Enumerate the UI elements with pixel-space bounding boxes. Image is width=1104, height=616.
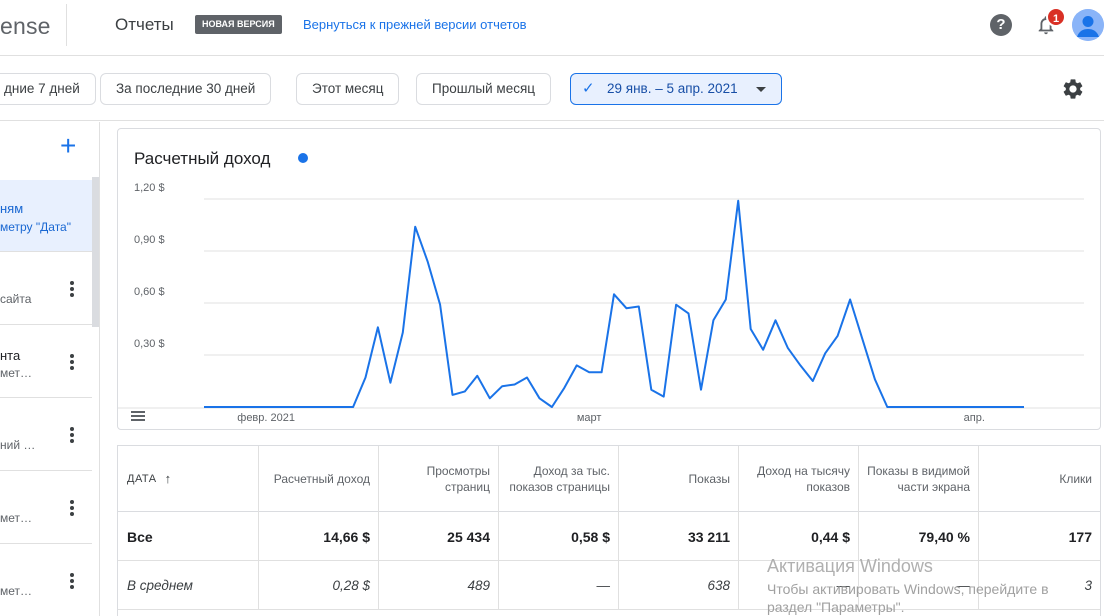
col-header-revenue[interactable]: Расчетный доход bbox=[259, 446, 379, 512]
back-to-old-reports-link[interactable]: Вернуться к прежней версии отчетов bbox=[303, 17, 527, 32]
col-header-label: ДАТА bbox=[127, 473, 157, 485]
sidebar-item-5[interactable]: мет… bbox=[0, 472, 92, 544]
table-cell: 79,40 % bbox=[859, 512, 979, 561]
table-row-average: В среднем 0,28 $ 489 — 638 — — 3 bbox=[118, 561, 1100, 610]
col-header-page-views[interactable]: Просмотры страниц bbox=[379, 446, 499, 512]
y-axis-labels: 0,30 $ 0,60 $ 0,90 $ 1,20 $ bbox=[134, 182, 165, 350]
table-header: ДАТА ↑ Расчетный доход Просмотры страниц… bbox=[118, 446, 1100, 512]
table-cell: 25 434 bbox=[379, 512, 499, 561]
y-tick-label: 1,20 $ bbox=[134, 182, 165, 194]
table-cell: 0,58 $ bbox=[499, 512, 619, 561]
chart-gridlines bbox=[118, 198, 1100, 409]
custom-date-range-dropdown[interactable]: ✓ 29 янв. – 5 апр. 2021 bbox=[570, 73, 782, 105]
sidebar-item-sublabel: метру "Дата" bbox=[0, 220, 71, 234]
notifications-count-badge: 1 bbox=[1046, 7, 1066, 27]
sidebar-item-by-date[interactable]: ням метру "Дата" bbox=[0, 180, 92, 252]
col-header-clicks[interactable]: Клики bbox=[1059, 472, 1092, 486]
sidebar-item-6[interactable]: мет… bbox=[0, 545, 92, 616]
sidebar-item-label: нта bbox=[0, 348, 21, 363]
col-header-viewability[interactable]: Показы в видимой части экрана bbox=[859, 446, 979, 512]
table-cell: 33 211 bbox=[619, 512, 739, 561]
y-tick-label: 0,60 $ bbox=[134, 286, 165, 298]
sidebar-item-site[interactable]: сайта bbox=[0, 253, 92, 325]
chip-last-month[interactable]: Прошлый месяц bbox=[416, 73, 552, 105]
series-line[interactable] bbox=[204, 199, 1024, 408]
table-cell: 14,66 $ bbox=[259, 512, 379, 561]
revenue-line-chart: Расчетный доход 0,30 $ 0,60 $ 0,90 $ 1,20 $… bbox=[118, 149, 1100, 424]
sidebar-item-3[interactable]: нта мет… bbox=[0, 326, 92, 398]
table-cell: — bbox=[739, 561, 859, 610]
table-cell: В среднем bbox=[118, 561, 259, 610]
report-table: ДАТА ↑ Расчетный доход Просмотры страниц… bbox=[117, 445, 1101, 616]
user-avatar[interactable] bbox=[1072, 9, 1104, 41]
page-title: Отчеты bbox=[115, 15, 174, 34]
chart-title: Расчетный доход bbox=[134, 149, 270, 168]
table-cell: 177 bbox=[1068, 528, 1092, 545]
chip-this-month[interactable]: Этот месяц bbox=[296, 73, 400, 105]
table-cell: — bbox=[859, 561, 979, 610]
sidebar-scrollbar[interactable] bbox=[92, 177, 99, 327]
sidebar-item-sublabel: мет… bbox=[0, 584, 33, 598]
sidebar-item-sublabel: мет… bbox=[0, 511, 33, 525]
col-header-date[interactable]: ДАТА ↑ bbox=[118, 446, 259, 512]
header-divider bbox=[66, 4, 67, 46]
x-tick-label: апр. bbox=[964, 412, 985, 424]
add-report-button[interactable]: + bbox=[60, 130, 77, 161]
table-cell: 638 bbox=[619, 561, 739, 610]
top-header: ense Отчеты НОВАЯ ВЕРСИЯ Вернуться к пре… bbox=[0, 0, 1104, 56]
y-tick-label: 0,30 $ bbox=[134, 338, 165, 350]
col-header-impression-rpm[interactable]: Доход на тысячу показов bbox=[739, 446, 859, 512]
help-icon[interactable]: ? bbox=[990, 14, 1012, 36]
series-points bbox=[203, 200, 1025, 408]
date-range-label: 29 янв. – 5 апр. 2021 bbox=[607, 81, 738, 96]
sidebar-item-sublabel: ний … bbox=[0, 438, 36, 452]
table-cell: — bbox=[499, 561, 619, 610]
sidebar-item-4[interactable]: ний … bbox=[0, 399, 92, 471]
col-header-impressions[interactable]: Показы bbox=[619, 446, 739, 512]
table-cell: Все bbox=[118, 512, 259, 561]
date-filter-bar: дние 7 дней За последние 30 дней Этот ме… bbox=[0, 57, 1104, 121]
chevron-down-icon bbox=[756, 87, 766, 92]
more-options-icon[interactable] bbox=[66, 573, 78, 593]
more-options-icon[interactable] bbox=[66, 354, 78, 374]
gear-icon[interactable] bbox=[1061, 77, 1085, 101]
table-row-total: Все 14,66 $ 25 434 0,58 $ 33 211 0,44 $ … bbox=[118, 512, 1100, 561]
sort-ascending-icon: ↑ bbox=[164, 471, 172, 486]
app-logo[interactable]: ense bbox=[0, 13, 51, 39]
more-options-icon[interactable] bbox=[66, 281, 78, 301]
check-icon: ✓ bbox=[582, 80, 595, 97]
table-cell: 0,28 $ bbox=[259, 561, 379, 610]
more-options-icon[interactable] bbox=[66, 427, 78, 447]
sidebar-item-sublabel: сайта bbox=[0, 292, 32, 306]
x-axis-labels: февр. 2021 март апр. bbox=[237, 412, 985, 424]
table-cell: 3 bbox=[1084, 578, 1092, 593]
sidebar-item-sublabel: мет… bbox=[0, 366, 33, 380]
series-legend-dot[interactable] bbox=[298, 153, 308, 163]
sidebar-item-label: ням bbox=[0, 201, 24, 216]
table-cell: 0,44 $ bbox=[739, 512, 859, 561]
x-tick-label: февр. 2021 bbox=[237, 412, 295, 424]
y-tick-label: 0,90 $ bbox=[134, 234, 165, 246]
x-tick-label: март bbox=[577, 412, 602, 424]
more-options-icon[interactable] bbox=[66, 500, 78, 520]
chip-last-7-days[interactable]: дние 7 дней bbox=[0, 73, 96, 105]
revenue-chart-card: Расчетный доход 0,30 $ 0,60 $ 0,90 $ 1,20 $… bbox=[117, 128, 1101, 430]
col-header-page-rpm[interactable]: Доход за тыс. показов страницы bbox=[499, 446, 619, 512]
new-version-badge: НОВАЯ ВЕРСИЯ bbox=[195, 15, 282, 34]
table-cell: 489 bbox=[379, 561, 499, 610]
report-list-sidebar: + ням метру "Дата" сайта нта мет… ний … … bbox=[0, 122, 100, 616]
chip-last-30-days[interactable]: За последние 30 дней bbox=[100, 73, 272, 105]
legend-toggle-icon[interactable] bbox=[131, 411, 145, 421]
